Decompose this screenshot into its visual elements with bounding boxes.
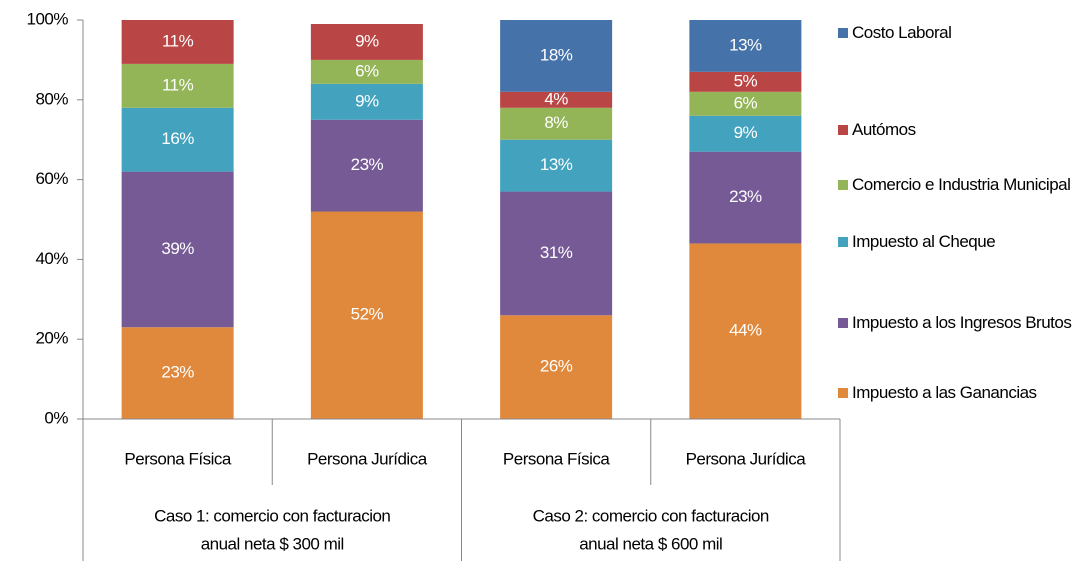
legend-swatch [838,237,848,247]
data-label: 16% [161,129,194,148]
bar-segment [500,139,613,192]
data-label: 23% [351,155,384,174]
legend-swatch [838,180,848,190]
bar-segment [310,23,423,60]
group-label: Caso 1: comercio con facturacion [154,506,390,525]
group-label: Caso 2: comercio con facturacion [533,506,769,525]
legend-entry: Impuesto al Cheque [838,230,1084,254]
legend-entry: Costo Laboral [838,21,1084,45]
y-tick-label: 100% [27,9,69,28]
legend-swatch [838,318,848,328]
data-label: 9% [355,91,379,110]
bar-segment [500,107,613,140]
legend-swatch [838,388,848,398]
bar-segment [500,91,613,108]
data-label: 13% [540,155,573,174]
bar-segment [500,191,613,316]
bar-segment [689,151,802,244]
y-tick-label: 40% [35,249,68,268]
x-tick-label: Persona Jurídica [307,449,428,468]
data-label: 44% [729,321,762,340]
legend-label: Costo Laboral [852,23,952,42]
bar-segment [689,20,802,72]
legend-label: Impuesto a los Ingresos Brutos [852,313,1072,332]
legend-entry: Impuesto a los Ingresos Brutos [838,311,1084,335]
data-label: 6% [734,93,758,112]
data-label: 5% [734,71,758,90]
bar-segment [121,171,234,328]
data-label: 23% [729,187,762,206]
bar-segment [310,119,423,212]
legend-entry: Comercio e Industria Municipal [838,173,1084,197]
bar-segment [121,107,234,172]
data-label: 31% [540,243,573,262]
bar-segment [689,91,802,116]
data-label: 11% [162,31,194,50]
bar-segment [689,71,802,92]
legend-label: Autómos [852,120,916,139]
legend-entry: Impuesto a las Ganancias [838,381,1084,405]
bar-segment [121,327,234,419]
data-label: 18% [540,45,573,64]
data-label: 39% [161,239,194,258]
y-tick-label: 0% [44,408,68,427]
legend-swatch [838,125,848,135]
bar-segment [689,115,802,152]
legend-label: Impuesto a las Ganancias [852,383,1037,402]
group-label: anual neta $ 300 mil [201,534,344,553]
y-tick-label: 60% [35,169,68,188]
data-label: 11% [162,75,194,94]
bar-segment [500,315,613,419]
data-label: 9% [734,123,758,142]
bar-segment [310,83,423,120]
y-tick-label: 80% [35,89,68,108]
data-label: 6% [355,61,379,80]
legend-entry: Autómos [838,118,1084,142]
bar-segment [310,59,423,84]
legend-label: Comercio e Industria Municipal [852,175,1071,194]
data-label: 8% [544,113,568,132]
bar-segment [121,20,234,64]
y-tick-label: 20% [35,329,68,348]
data-label: 23% [161,363,194,382]
x-tick-label: Persona Jurídica [686,449,807,468]
data-label: 13% [729,35,762,54]
x-tick-label: Persona Física [503,449,610,468]
bar-segment [500,20,613,92]
data-label: 4% [544,89,568,108]
x-tick-label: Persona Física [124,449,231,468]
bar-segment [121,63,234,108]
bar-segment [310,211,423,419]
data-label: 52% [351,305,384,324]
legend-label: Impuesto al Cheque [852,232,996,251]
group-label: anual neta $ 600 mil [579,534,722,553]
data-label: 9% [355,31,379,50]
data-label: 26% [540,357,573,376]
bar-segment [689,243,802,419]
legend-swatch [838,28,848,38]
